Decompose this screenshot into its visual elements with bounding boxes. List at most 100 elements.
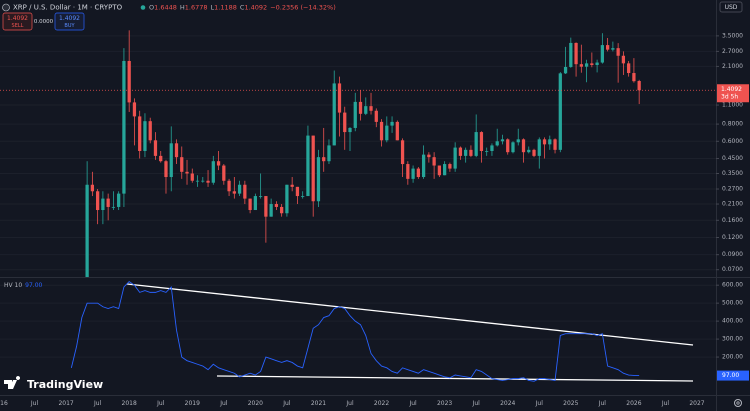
candle-body <box>216 161 221 166</box>
candle-body <box>301 196 305 197</box>
candle-body <box>379 121 384 141</box>
x-tick-label: Jul <box>535 400 544 407</box>
settings-icon[interactable] <box>734 399 742 407</box>
y-tick-label: 500.00 <box>722 300 743 307</box>
y-tick-label: 600.00 <box>722 282 743 289</box>
candle-body <box>264 196 268 217</box>
candle-body <box>232 191 236 194</box>
spread: 0.0000 <box>34 19 54 25</box>
candle-body <box>343 112 347 133</box>
ohlc-letter: C <box>240 4 245 12</box>
indicator-value: 97.00 <box>25 282 42 289</box>
candle-body <box>243 184 247 199</box>
candle-body <box>306 135 310 197</box>
candle-body <box>311 135 315 202</box>
y-tick-label: 0.3500 <box>722 170 743 177</box>
candle-body <box>490 145 494 152</box>
candle-body <box>85 184 89 277</box>
y-tick-label: 0.1200 <box>722 234 743 241</box>
x-tick-label: 2026 <box>626 400 641 407</box>
ohlc-value: 1.4092 <box>244 4 267 12</box>
candle-body <box>584 63 589 67</box>
candle-body <box>595 62 599 66</box>
candle-body <box>258 196 263 197</box>
candle-body <box>464 149 468 156</box>
candle-body <box>432 157 436 166</box>
candle-body <box>111 206 116 208</box>
candle-body <box>558 73 562 150</box>
market-status <box>140 5 146 10</box>
ohlc-letter: L <box>211 4 215 12</box>
buy-button[interactable] <box>54 12 85 31</box>
candle-body <box>553 139 557 150</box>
price-tag-value: 1.4092 <box>721 86 742 93</box>
candle-body <box>106 198 110 207</box>
indicator-legend: HV 10 97.00 <box>4 282 43 289</box>
x-tick-label: 2023 <box>437 400 452 407</box>
candle-body <box>500 139 505 142</box>
candle-body <box>143 121 147 152</box>
indicator-tag-value: 97.00 <box>722 372 739 379</box>
candle-body <box>527 149 531 153</box>
buy-price: 1.4092 <box>59 15 80 22</box>
ohlc-value: 1.6778 <box>185 4 208 12</box>
gear[interactable] <box>734 399 742 407</box>
y-tick-label: 1.1000 <box>722 102 743 109</box>
candle-body <box>211 161 215 183</box>
candle-body <box>190 173 194 181</box>
candle-body <box>400 140 405 165</box>
candle-body <box>448 164 452 169</box>
x-tick-label: Jul <box>93 400 102 407</box>
candle-body <box>605 45 610 50</box>
y-tick-label: 400.00 <box>722 318 743 325</box>
candle-body <box>327 145 331 162</box>
candle-body <box>374 110 378 122</box>
y-tick-label: 0.8000 <box>722 121 743 128</box>
candle-body <box>174 143 179 158</box>
sell-price: 1.4092 <box>7 15 28 22</box>
ohlc-value: 1.6448 <box>154 4 177 12</box>
x-tick-label: 16 <box>0 400 8 407</box>
candle-body <box>616 48 620 56</box>
candle-body <box>132 102 137 117</box>
grid <box>0 35 716 358</box>
currency[interactable]: USD <box>725 4 738 11</box>
candle-body <box>159 155 163 162</box>
candle-body <box>248 198 252 211</box>
trend-line[interactable] <box>216 375 694 382</box>
x-tick-label: 2020 <box>248 400 263 407</box>
candle-body <box>201 180 205 182</box>
axes: 3.5000 2.7000 2.1000 1.1000 0.8000 0.6000 0.45… <box>0 32 749 407</box>
candle-body <box>285 184 289 214</box>
candle-body <box>627 63 631 74</box>
x-tick-label: 2021 <box>311 400 326 407</box>
currency-box[interactable] <box>719 1 743 13</box>
candle-body <box>542 139 547 145</box>
gear-center[interactable] <box>736 401 740 405</box>
buy-label: BUY <box>64 23 75 29</box>
candle-body <box>185 171 189 174</box>
candle-body <box>101 198 105 211</box>
candle-body <box>117 193 121 207</box>
symbol-icon <box>2 3 10 12</box>
candle-body <box>358 101 363 114</box>
x-tick-label: Jul <box>345 400 354 407</box>
candle-body <box>621 55 626 64</box>
y-tick-label: 0.1600 <box>722 217 743 224</box>
price-tag-countdown: 3d 5h <box>721 93 738 100</box>
indicator-tag <box>717 370 749 381</box>
x-tick-label: 2025 <box>563 400 578 407</box>
candle-body <box>574 42 578 65</box>
price-tag <box>717 84 749 103</box>
candle-body <box>222 165 226 181</box>
candle-body <box>280 206 284 214</box>
sell-button[interactable] <box>2 12 33 31</box>
candle-body <box>485 151 489 152</box>
indicator-pane <box>70 281 694 382</box>
candle-body <box>579 64 583 67</box>
candle-body <box>600 45 604 63</box>
y-tick-label: 200.00 <box>722 354 743 361</box>
x-tick-label: Jul <box>219 400 228 407</box>
candle-body <box>353 101 357 128</box>
